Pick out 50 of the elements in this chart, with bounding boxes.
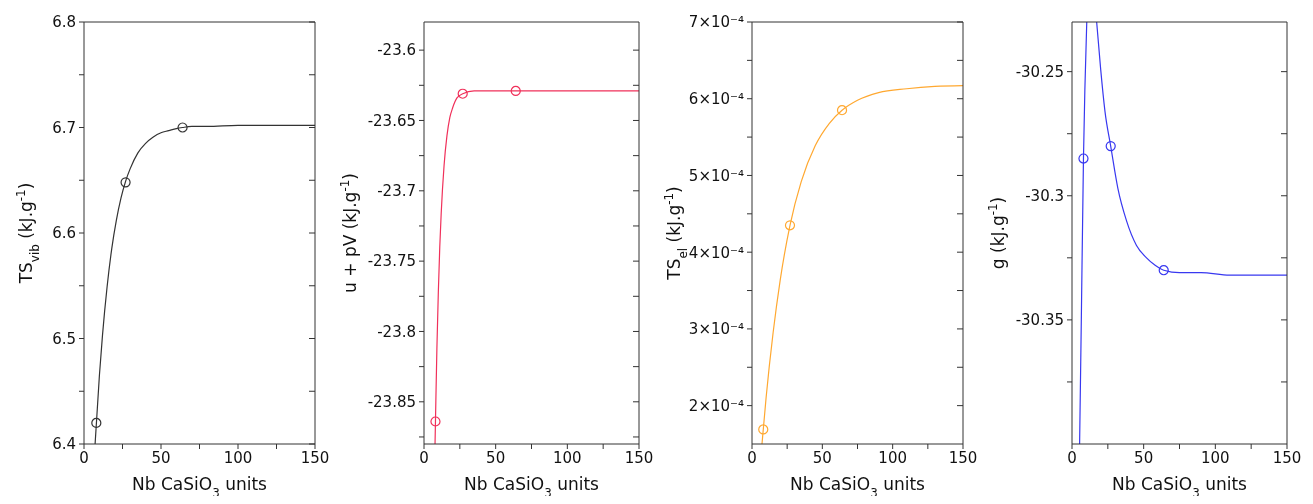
point [510,85,521,97]
y-tick-label: -23.75 [367,252,416,271]
point [758,424,769,435]
x-tick-label: 150 [1272,448,1302,467]
line-series [761,85,963,444]
y-tick-label: 7×10⁻⁴ [688,13,744,32]
point [120,177,131,188]
x-tick-label: 0 [1067,448,1077,467]
y-tick-label: 6.4 [52,435,76,454]
y-tick-label: 6×10⁻⁴ [688,90,744,109]
point [1078,153,1089,164]
x-tick-label: 150 [300,448,330,467]
point [1105,141,1116,152]
y-tick-label: -30.3 [1025,187,1064,206]
point [784,220,796,231]
x-tick-label: 150 [948,448,978,467]
x-tick-label: 100 [553,448,582,467]
y-tick-label: -30.35 [1015,311,1064,330]
x-tick-label: 50 [151,448,171,467]
point [177,122,188,133]
x-tick-label: 150 [624,448,654,467]
y-tick-label: -23.65 [367,111,416,130]
y-tick-label: 2×10⁻⁴ [688,396,744,415]
x-tick-label: 50 [1134,448,1154,467]
point [836,105,848,116]
x-tick-label: 100 [223,448,253,467]
x-tick-label: 100 [878,448,907,467]
x-tick-label: 0 [79,448,89,467]
y-tick-label: -30.25 [1015,62,1064,81]
y-tick-label: 6.5 [52,329,76,348]
x-tick-label: 0 [419,448,429,467]
x-tick-label: 50 [812,448,832,467]
y-tick-label: -23.7 [377,182,416,201]
y-tick-label: 6.8 [52,13,76,32]
y-tick-label: 4×10⁻⁴ [688,243,744,262]
y-tick-label: 6.7 [52,118,76,137]
y-tick-label: 6.6 [52,224,76,243]
x-tick-label: 50 [486,448,506,467]
y-tick-label: -23.8 [377,322,416,341]
x-tick-label: 100 [1201,448,1230,467]
y-tick-label: 5×10⁻⁴ [688,166,744,185]
y-tick-label: 3×10⁻⁴ [688,320,744,339]
point [457,88,468,99]
point [1158,265,1169,276]
point [430,416,441,427]
line-series [434,90,639,444]
x-tick-label: 0 [747,448,757,467]
point [91,417,102,429]
y-tick-label: -23.85 [367,393,416,412]
y-tick-label: -23.6 [377,41,416,60]
